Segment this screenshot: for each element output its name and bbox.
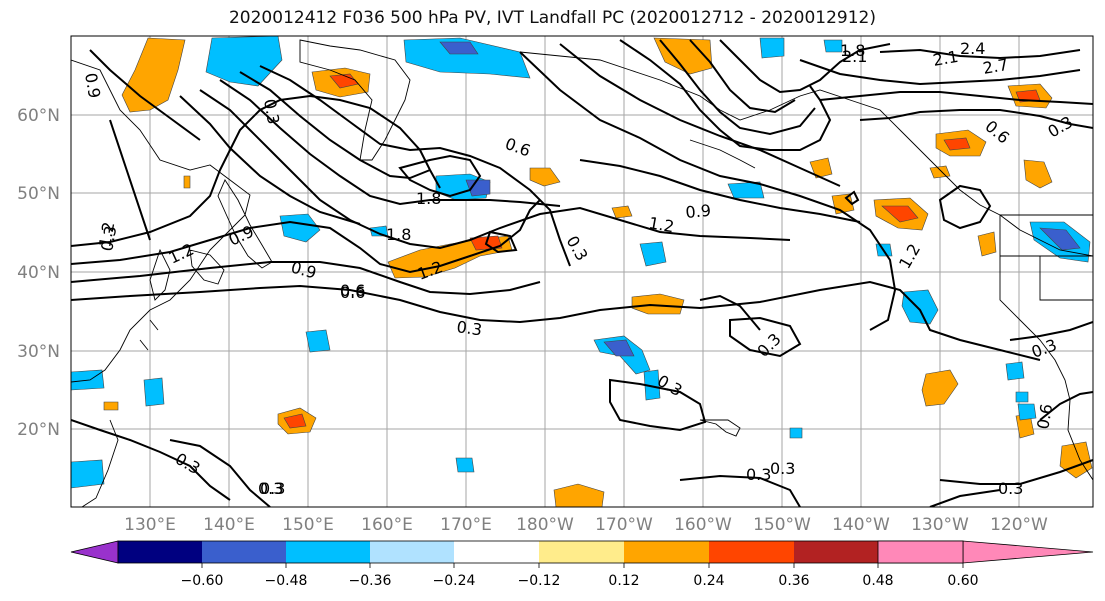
lon-label: 150°W	[753, 515, 811, 535]
colorbar-segment	[539, 541, 625, 563]
colorbar-segment	[794, 541, 879, 563]
colorbar-tick-label: 0.48	[862, 573, 893, 589]
colorbar-segment	[370, 541, 455, 563]
lon-label: 140°E	[203, 515, 255, 535]
contour-label: 1.2	[95, 220, 118, 248]
contour-label: 2.1	[842, 47, 867, 66]
map-frame	[70, 35, 1094, 508]
contour-label: 0.3	[97, 224, 120, 252]
contour-label: 0.3	[455, 317, 483, 339]
negative-anomaly-shading	[71, 36, 1091, 489]
contour-label: 0.6	[340, 283, 365, 302]
colorbar-tick-label: −0.12	[518, 573, 561, 589]
colorbar: −0.60 −0.48 −0.36 −0.24 −0.12 0.12 0.24 …	[70, 540, 1094, 589]
lat-label: 40°N	[17, 263, 60, 283]
lat-label: 50°N	[17, 184, 60, 204]
colorbar-tick-label: 0.12	[608, 573, 639, 589]
colorbar-tick-labels: −0.60 −0.48 −0.36 −0.24 −0.12 0.12 0.24 …	[181, 573, 979, 589]
longitude-labels: 130°E 140°E 150°E 160°E 170°E 180°W 170°…	[124, 515, 1048, 535]
contour-label: 0.9	[81, 71, 104, 99]
contour-label: 2.7	[981, 55, 1009, 78]
lon-label: 170°E	[440, 515, 492, 535]
colorbar-tick-label: 0.24	[693, 573, 724, 589]
lon-label: 160°W	[674, 515, 732, 535]
colorbar-tick-label: −0.60	[181, 573, 224, 589]
colorbar-segment	[878, 541, 963, 563]
contour-label: 1.8	[840, 41, 865, 60]
lon-label: 130°E	[124, 515, 176, 535]
colorbar-tick-label: 0.60	[947, 573, 978, 589]
contour-label: 0.3	[258, 479, 283, 498]
colorbar-segment	[118, 541, 203, 563]
lon-label: 160°E	[361, 515, 413, 535]
contour-label: 0.3	[998, 479, 1023, 498]
lon-label: 150°E	[282, 515, 334, 535]
contour-label: 0.3	[260, 479, 285, 498]
contour-label: 0.9	[685, 201, 712, 222]
coastlines	[71, 39, 1093, 507]
colorbar-segment	[624, 541, 710, 563]
contour-label: 0.3	[770, 459, 795, 478]
lat-label: 20°N	[17, 420, 60, 440]
lat-label: 30°N	[17, 342, 60, 362]
lat-label: 60°N	[17, 106, 60, 126]
lon-label: 140°W	[832, 515, 890, 535]
lon-label: 130°W	[911, 515, 969, 535]
contour-label: 0.6	[340, 281, 365, 300]
lon-label: 120°W	[990, 515, 1048, 535]
pv-contours	[71, 39, 1093, 507]
colorbar-segment	[709, 541, 795, 563]
colorbar-segment	[286, 541, 371, 563]
contour-label: 0.6	[1033, 402, 1056, 430]
colorbar-tick-label: 0.36	[778, 573, 809, 589]
colorbar-segment	[202, 541, 287, 563]
contour-label: 2.1	[931, 47, 959, 70]
positive-anomaly-shading	[103, 37, 1093, 507]
contour-label: 0.3	[260, 97, 283, 125]
contour-label: 1.2	[647, 213, 675, 236]
latitude-labels: 60°N 50°N 40°N 30°N 20°N	[17, 106, 60, 440]
lon-label: 180°W	[516, 515, 574, 535]
colorbar-segment	[454, 541, 540, 563]
contour-label: 0.3	[746, 465, 771, 484]
lon-label: 170°W	[595, 515, 653, 535]
contour-label: 1.8	[416, 189, 441, 208]
colorbar-tick-label: −0.36	[349, 573, 392, 589]
colorbar-extend-high	[962, 540, 1094, 564]
colorbar-tick-label: −0.24	[433, 573, 476, 589]
colorbar-tick-label: −0.48	[265, 573, 308, 589]
colorbar-extend-low	[70, 540, 119, 564]
figure-title: 2020012412 F036 500 hPa PV, IVT Landfall…	[228, 8, 876, 28]
contour-label: 2.4	[960, 39, 985, 58]
map-content: 0.9 0.3 1.2 0.9 1.2 0.6 0.3 1.8 0.6 1.8 …	[71, 36, 1093, 507]
contour-label: 1.8	[386, 225, 411, 244]
